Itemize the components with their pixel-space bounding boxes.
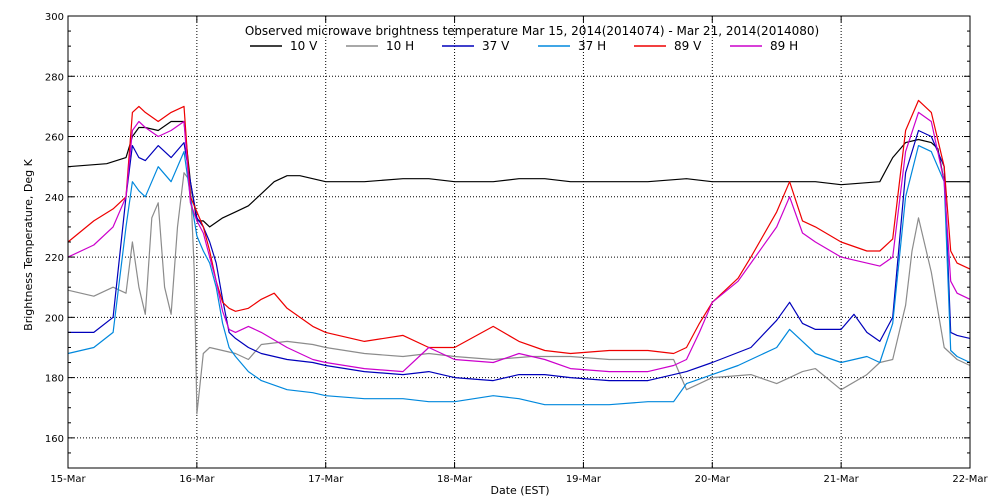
x-axis-label: Date (EST)	[490, 484, 549, 497]
legend-label: 37 H	[578, 39, 606, 53]
x-tick-label: 22-Mar	[952, 474, 988, 485]
series-line-10-v	[67, 120, 970, 228]
x-tick-label: 21-Mar	[824, 474, 860, 485]
x-tick-label: 17-Mar	[308, 474, 344, 485]
x-tick-label: 19-Mar	[566, 474, 602, 485]
y-tick-label: 160	[45, 434, 64, 445]
grid-lines	[68, 16, 970, 468]
series-line-89-h	[67, 111, 971, 373]
y-tick-label: 200	[45, 313, 64, 324]
legend-label: 10 H	[386, 39, 414, 53]
legend: 10 V 10 H 37 V 37 H 89 V 89 H	[250, 39, 798, 53]
x-tick-label: 20-Mar	[695, 474, 731, 485]
y-tick-label: 300	[45, 12, 64, 23]
x-tick-label: 15-Mar	[50, 474, 86, 485]
series-line-37-v	[68, 129, 971, 382]
legend-label: 89 V	[674, 39, 702, 53]
y-tick-label: 180	[45, 374, 64, 385]
y-tick-label: 220	[45, 253, 64, 264]
chart-title: Observed microwave brightness temperatur…	[245, 24, 819, 38]
legend-label: 10 V	[290, 39, 318, 53]
series-line-10-h	[67, 172, 971, 415]
y-tick-label: 280	[45, 72, 64, 83]
legend-label: 37 V	[482, 39, 510, 53]
x-tick-label: 18-Mar	[437, 474, 473, 485]
y-axis-label: Brightness Temperature, Deg K	[22, 158, 35, 330]
y-tick-label: 260	[45, 133, 64, 144]
legend-label: 89 H	[770, 39, 798, 53]
x-tick-label: 16-Mar	[179, 474, 215, 485]
data-series	[67, 99, 971, 415]
series-line-89-v	[67, 99, 971, 355]
axis-ticks: 15-Mar 16-Mar 17-Mar 18-Mar 19-Mar 20-Mar 21-M…	[45, 12, 989, 485]
y-tick-label: 240	[45, 193, 64, 204]
series-line-37-h	[67, 145, 971, 406]
